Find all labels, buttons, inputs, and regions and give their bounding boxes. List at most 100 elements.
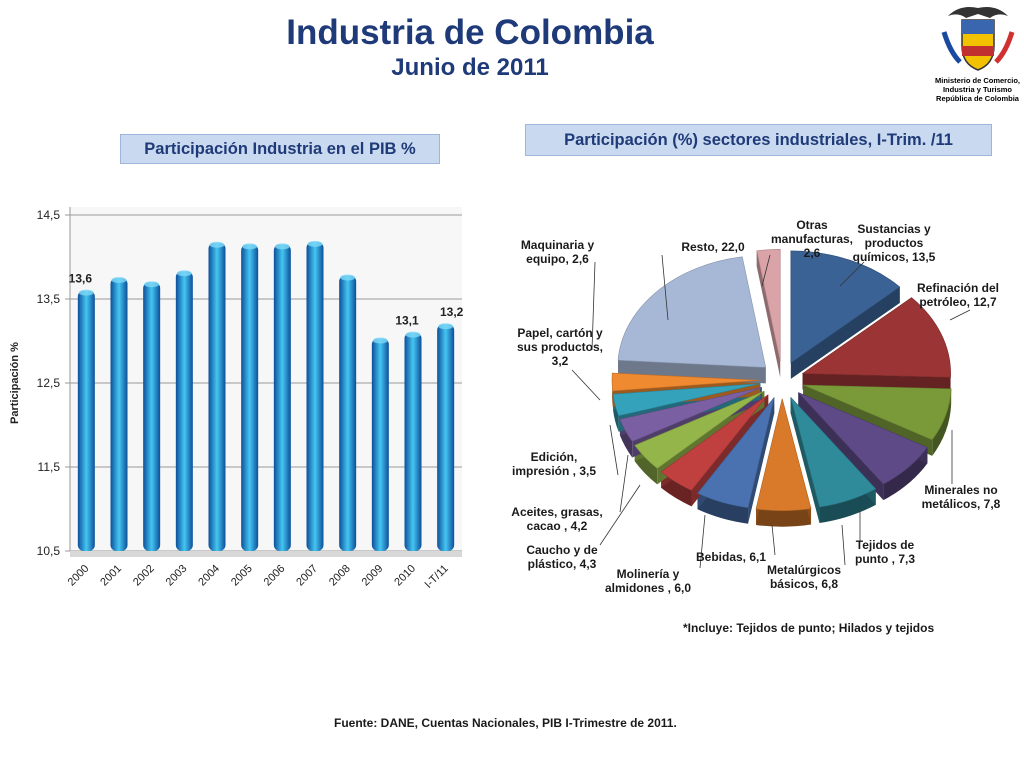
footnote: *Incluye: Tejidos de punto; Hilados y te… bbox=[683, 621, 935, 635]
pie-chart-title: Participación (%) sectores industriales,… bbox=[525, 124, 992, 156]
pie-label-caucho: Caucho y de plástico, 4,3 bbox=[526, 543, 598, 571]
pie-slice bbox=[697, 397, 775, 509]
x-tick-label: I-T/11 bbox=[423, 563, 451, 591]
pie-slice bbox=[660, 394, 769, 491]
source-text: Fuente: DANE, Cuentas Nacionales, PIB I-… bbox=[334, 716, 677, 730]
bar bbox=[110, 278, 128, 551]
pie-label-tejidos: Tejidos de punto , 7,3 bbox=[855, 538, 915, 566]
leader-line bbox=[591, 261, 596, 351]
leader-line bbox=[839, 261, 865, 287]
leader-line bbox=[949, 309, 971, 321]
pie-slice bbox=[798, 392, 928, 485]
pie-label-edicion: Edición, impresión , 3,5 bbox=[511, 450, 597, 478]
pie-slice bbox=[634, 390, 765, 469]
x-tick-label: 2001 bbox=[98, 563, 124, 589]
pie-slice-side bbox=[819, 488, 876, 524]
leader-line bbox=[761, 254, 771, 287]
x-tick-label: 2006 bbox=[262, 563, 288, 589]
page-title: Industria de Colombia bbox=[286, 13, 654, 52]
bar-cap bbox=[405, 331, 421, 338]
leader-line bbox=[599, 484, 641, 546]
bar-data-label: 13,2 bbox=[440, 305, 464, 319]
leader-line bbox=[619, 454, 629, 513]
pie-slice-side bbox=[697, 493, 749, 524]
pie-slice-edge bbox=[748, 397, 775, 524]
bar-cap bbox=[307, 240, 323, 247]
bar bbox=[306, 241, 324, 551]
bar-chart: 10,5 11,5 12,5 13,5 14,5 13,6 2000 2001 2002 2003… bbox=[9, 207, 464, 591]
ministry-label: Ministerio de Comercio, Industria y Turi… bbox=[934, 76, 1021, 103]
y-tick-label: 11,5 bbox=[38, 460, 61, 474]
y-tick-label: 13,5 bbox=[37, 292, 61, 306]
bar bbox=[339, 275, 357, 551]
y-axis-title: Participación % bbox=[9, 342, 21, 424]
x-tick-label: 2004 bbox=[196, 563, 222, 589]
bar-cap bbox=[111, 277, 127, 283]
bar bbox=[175, 271, 193, 551]
pie-slice-edge bbox=[798, 392, 884, 501]
chart-floor bbox=[70, 551, 462, 557]
bar-cap bbox=[274, 243, 290, 250]
pie-label-papel: Papel, cartón y sus productos, 3,2 bbox=[516, 326, 603, 368]
bar-cap bbox=[78, 289, 94, 296]
bar bbox=[143, 282, 161, 551]
leader-line bbox=[699, 514, 706, 569]
x-tick-label: 2003 bbox=[164, 563, 190, 589]
pie-slice bbox=[611, 372, 761, 392]
bar-data-label: 13,6 bbox=[69, 272, 93, 286]
pie-label-resto: Resto, 22,0 bbox=[681, 240, 745, 254]
bar-cap bbox=[144, 281, 160, 288]
coat-of-arms-logo bbox=[941, 7, 1015, 71]
pie-slice bbox=[619, 386, 762, 442]
pie-slice bbox=[612, 383, 761, 417]
plot-area bbox=[70, 207, 462, 551]
leader-line bbox=[771, 524, 776, 556]
pie-slice-side bbox=[932, 388, 952, 456]
pie-slice-edge bbox=[790, 287, 900, 379]
x-tick-label: 2007 bbox=[294, 563, 320, 589]
x-tick-label: 2005 bbox=[229, 563, 255, 589]
pie-slice-side bbox=[756, 508, 812, 527]
y-tick-label: 12,5 bbox=[37, 376, 61, 390]
pie-label-sustancias: Sustancias y productos químicos, 13,5 bbox=[852, 222, 936, 264]
bar-chart-title: Participación Industria en el PIB % bbox=[120, 134, 440, 164]
pie-label-otras: Otras manufacturas, 2,6 bbox=[770, 218, 854, 260]
pie-label-maquinaria: Maquinaria y equipo, 2,6 bbox=[520, 238, 595, 266]
pie-label-refinacion: Refinación del petróleo, 12,7 bbox=[916, 281, 999, 309]
bar-cap bbox=[340, 274, 356, 281]
bar-cap bbox=[209, 241, 225, 248]
pie-slice bbox=[755, 398, 812, 511]
pie-label-metalurgicos: Metalúrgicos básicos, 6,8 bbox=[766, 563, 841, 591]
pie-label-aceites: Aceites, grasas, cacao , 4,2 bbox=[511, 505, 603, 533]
bar bbox=[241, 244, 259, 551]
bar bbox=[404, 332, 422, 551]
bar bbox=[273, 244, 291, 551]
x-tick-label: 2010 bbox=[392, 563, 418, 589]
x-tick-label: 2000 bbox=[66, 563, 92, 589]
x-tick-label: 2009 bbox=[360, 563, 386, 589]
pie-slice bbox=[756, 249, 781, 362]
leader-line bbox=[841, 524, 846, 566]
leader-line bbox=[571, 369, 601, 401]
pie-label-bebidas: Bebidas, 6,1 bbox=[695, 550, 767, 564]
bar bbox=[437, 324, 455, 551]
pie-slice bbox=[790, 396, 877, 508]
pie-slice bbox=[617, 256, 767, 368]
bar-cap bbox=[438, 323, 454, 330]
y-tick-label: 10,5 bbox=[37, 544, 61, 558]
bar-data-label: 13,1 bbox=[395, 314, 419, 328]
page-subtitle: Junio de 2011 bbox=[391, 54, 549, 81]
pie-label-minerales: Minerales no metálicos, 7,8 bbox=[921, 483, 1001, 511]
pie-slice-side bbox=[883, 447, 928, 501]
x-tick-label: 2002 bbox=[131, 563, 157, 589]
x-tick-label: 2008 bbox=[327, 563, 353, 589]
pie-slice bbox=[803, 384, 952, 441]
bar-cap bbox=[176, 270, 192, 277]
leader-line bbox=[609, 424, 619, 476]
bar bbox=[208, 242, 226, 551]
pie-chart bbox=[571, 249, 971, 569]
bar-cap bbox=[372, 337, 388, 344]
bar-cap bbox=[242, 243, 258, 250]
leader-line bbox=[661, 254, 669, 321]
bar bbox=[371, 338, 389, 551]
